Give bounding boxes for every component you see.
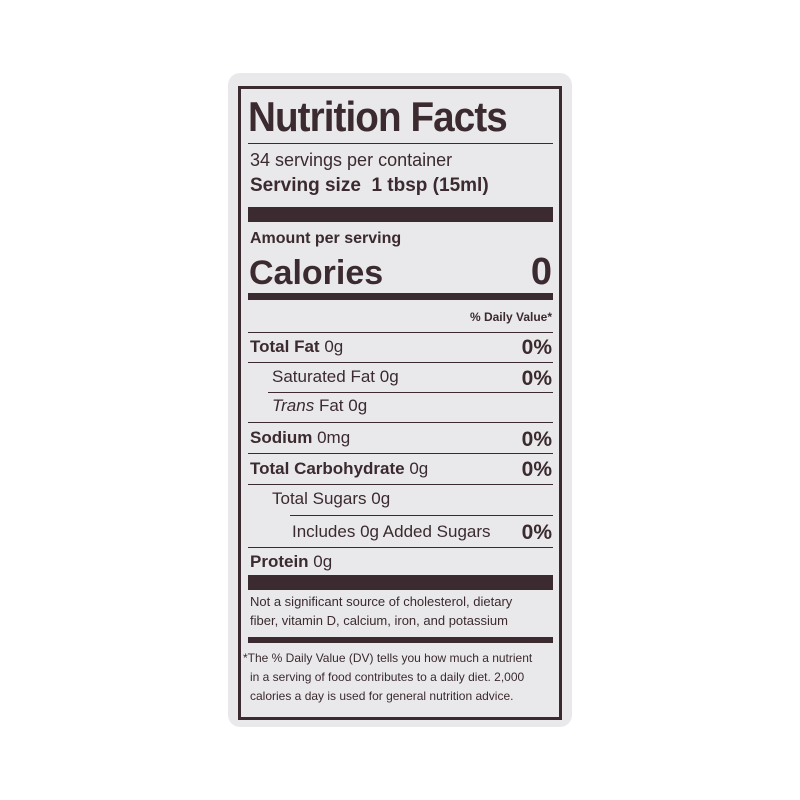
serving-size-value: 1 tbsp (15ml) <box>371 175 489 196</box>
nutrient-total-carbohydrate: Total Carbohydrate 0g <box>250 460 428 477</box>
dv-total-carbohydrate: 0% <box>521 458 552 481</box>
not-significant-line-1: Not a significant source of cholesterol,… <box>250 594 513 609</box>
daily-value-header: % Daily Value* <box>469 310 552 324</box>
calories-value: 0 <box>530 251 552 293</box>
thick-bar <box>248 207 553 222</box>
dv-added-sugars: 0% <box>521 521 552 544</box>
medium-bar <box>248 293 553 300</box>
label-card <box>228 73 572 727</box>
nutrient-amount: 0g <box>379 367 399 386</box>
nutrient-name: Total Sugars <box>272 489 367 508</box>
nutrient-name: Total Carbohydrate <box>250 459 405 478</box>
nutrient-amount: 0g <box>360 522 379 541</box>
nutrient-name: Trans <box>272 396 315 415</box>
nutrient-amount: 0g <box>409 459 429 478</box>
divider <box>248 422 553 423</box>
nutrient-saturated-fat: Saturated Fat 0g <box>272 368 399 385</box>
nutrient-amount: 0g <box>348 396 368 415</box>
nutrient-amount: 0g <box>313 552 333 571</box>
nutrient-amount: 0mg <box>317 428 351 447</box>
dv-saturated-fat: 0% <box>521 367 552 390</box>
nutrient-total-fat: Total Fat 0g <box>250 338 343 355</box>
divider <box>248 484 553 485</box>
dv-total-fat: 0% <box>521 336 552 359</box>
dv-sodium: 0% <box>521 428 552 451</box>
amount-per-serving: Amount per serving <box>250 230 402 247</box>
divider <box>248 362 553 363</box>
not-significant-line-2: fiber, vitamin D, calcium, iron, and pot… <box>250 613 508 628</box>
nutrient-name: Includes <box>292 522 356 541</box>
thick-bar <box>248 575 553 590</box>
servings-per-container: 34 servings per container <box>250 150 453 170</box>
nutrient-name: Protein <box>250 552 309 571</box>
divider <box>290 515 553 516</box>
nutrient-added-sugars: Includes 0g Added Sugars <box>292 523 491 540</box>
divider <box>248 547 553 548</box>
serving-size-label: Serving size <box>250 175 361 196</box>
nutrient-amount: 0g <box>324 337 344 356</box>
nutrient-name-suffix: Fat <box>318 396 344 415</box>
title: Nutrition Facts <box>248 93 508 140</box>
footnote-line-3: calories a day is used for general nutri… <box>250 689 514 703</box>
nutrition-facts-border <box>238 86 562 720</box>
divider <box>248 453 553 454</box>
nutrient-name: Saturated Fat <box>272 367 376 386</box>
medium-bar <box>248 637 553 643</box>
divider <box>268 392 553 393</box>
divider <box>248 332 553 333</box>
nutrient-name-suffix: Added Sugars <box>382 522 491 541</box>
nutrient-total-sugars: Total Sugars 0g <box>272 490 390 507</box>
footnote-line-1: *The % Daily Value (DV) tells you how mu… <box>243 651 533 665</box>
nutrient-name: Total Fat <box>250 337 320 356</box>
nutrient-trans-fat: Trans Fat 0g <box>272 397 367 414</box>
nutrient-sodium: Sodium 0mg <box>250 429 350 446</box>
serving-size: Serving size 1 tbsp (15ml) <box>250 176 489 195</box>
nutrient-amount: 0g <box>371 489 391 508</box>
divider <box>248 143 553 144</box>
footnote-line-2: in a serving of food contributes to a da… <box>250 670 525 684</box>
nutrient-name: Sodium <box>250 428 313 447</box>
calories-label: Calories <box>249 254 384 292</box>
nutrient-protein: Protein 0g <box>250 553 332 570</box>
